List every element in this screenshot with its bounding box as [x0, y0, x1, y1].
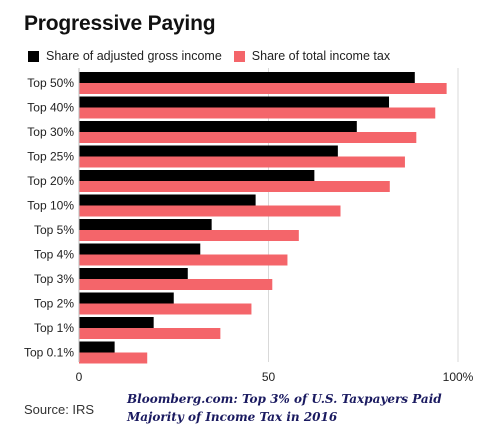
- caption-line-1: Bloomberg.com: Top 3% of U.S. Taxpayers …: [127, 392, 442, 406]
- y-tick-label-3: Top 25%: [27, 150, 74, 164]
- x-tick-label-2: 100%: [443, 370, 474, 384]
- legend-swatch-agi: [28, 50, 39, 62]
- y-tick-label-10: Top 1%: [34, 321, 74, 335]
- bar-agi-5: [79, 194, 256, 206]
- bar-agi-2: [79, 121, 357, 132]
- bar-agi-0: [79, 72, 415, 83]
- y-tick-label-7: Top 4%: [34, 248, 74, 262]
- bar-tax-2: [79, 132, 417, 143]
- legend-swatch-tax: [233, 50, 245, 62]
- y-tick-label-0: Top 50%: [27, 76, 74, 90]
- caption-line-2: Majority of Income Tax in 2016: [127, 410, 338, 424]
- bar-tax-3: [79, 156, 405, 168]
- bar-agi-10: [79, 317, 154, 328]
- y-tick-label-8: Top 3%: [34, 272, 74, 286]
- y-tick-label-6: Top 5%: [34, 223, 74, 237]
- bar-tax-0: [79, 83, 447, 94]
- x-tick-label-1: 50: [262, 370, 276, 384]
- y-tick-label-4: Top 20%: [27, 174, 74, 188]
- legend-item-agi: Share of adjusted gross income: [28, 49, 222, 63]
- chart-title: Progressive Paying: [24, 12, 216, 35]
- bar-agi-8: [79, 268, 188, 279]
- y-tick-label-1: Top 40%: [27, 101, 74, 115]
- bar-tax-8: [79, 279, 273, 290]
- y-tick-label-11: Top 0.1%: [24, 346, 74, 360]
- bar-tax-7: [79, 254, 288, 266]
- x-tick-label-0: 0: [76, 370, 83, 384]
- bar-tax-11: [79, 352, 148, 364]
- legend-label-agi: Share of adjusted gross income: [46, 49, 222, 63]
- y-tick-label-5: Top 10%: [27, 199, 74, 213]
- bar-tax-6: [79, 230, 299, 241]
- bar-agi-9: [79, 292, 174, 304]
- legend-label-tax: Share of total income tax: [251, 49, 391, 63]
- bar-tax-5: [79, 205, 341, 217]
- legend-item-tax: Share of total income tax: [233, 49, 391, 63]
- bar-agi-6: [79, 219, 212, 230]
- bar-tax-10: [79, 328, 221, 339]
- bar-tax-9: [79, 303, 252, 315]
- bar-agi-11: [79, 341, 115, 353]
- y-tick-label-9: Top 2%: [34, 297, 74, 311]
- bar-tax-4: [79, 181, 390, 192]
- caption: Bloomberg.com: Top 3% of U.S. Taxpayers …: [127, 390, 442, 426]
- bar-agi-4: [79, 170, 315, 181]
- legend: Share of adjusted gross income Share of …: [28, 49, 402, 63]
- y-tick-label-2: Top 30%: [27, 125, 74, 139]
- bar-tax-1: [79, 107, 436, 119]
- bar-agi-1: [79, 96, 390, 108]
- bar-agi-3: [79, 145, 338, 157]
- source-note: Source: IRS: [24, 402, 95, 417]
- bar-agi-7: [79, 243, 201, 255]
